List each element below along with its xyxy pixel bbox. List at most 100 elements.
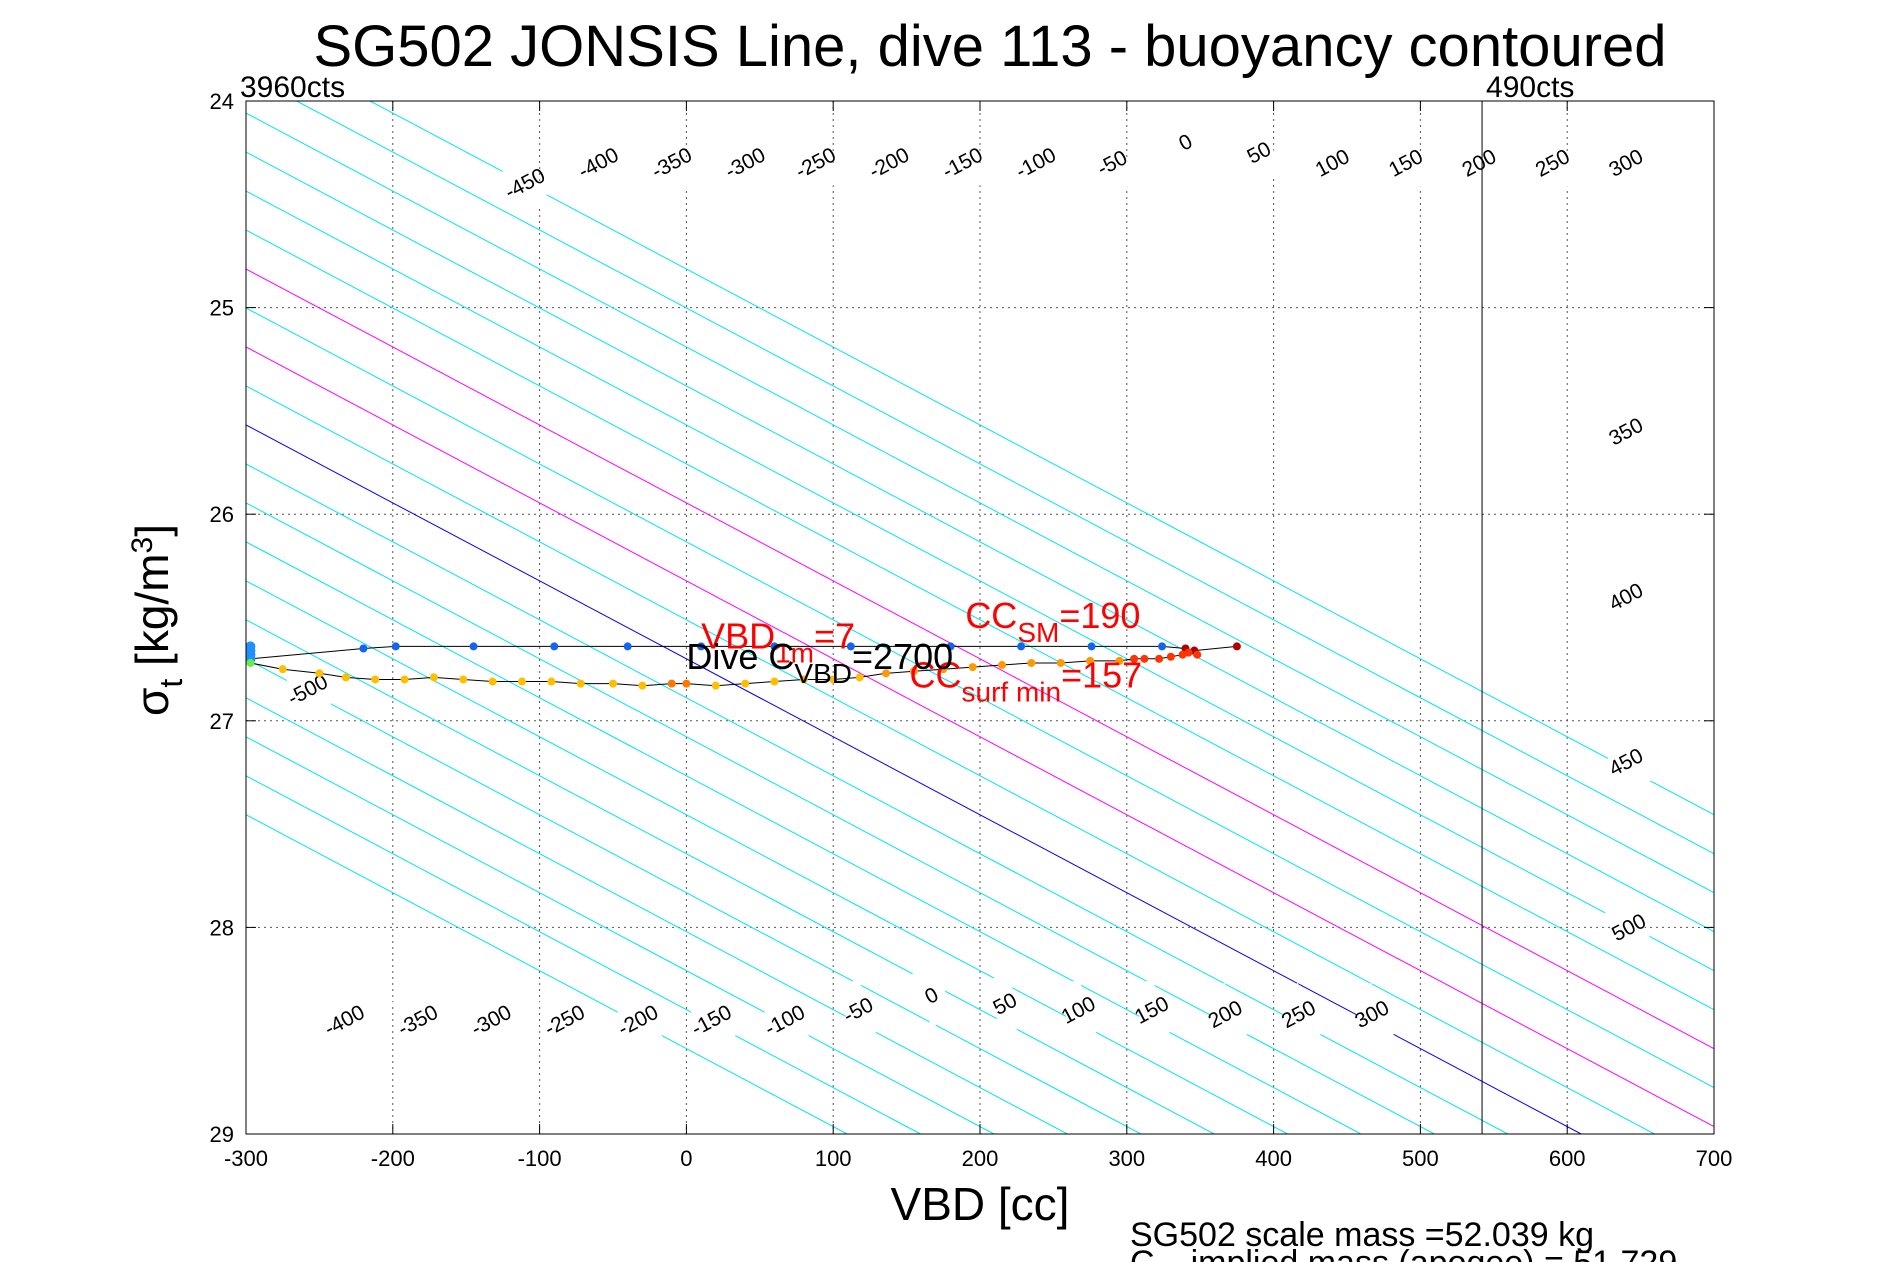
climb-point: [829, 675, 838, 684]
x-tick-label: 0: [680, 1146, 692, 1171]
annotation-subscript: VBD: [794, 658, 852, 689]
y-tick-label: 24: [210, 89, 234, 114]
ylabel-symbol: σ: [126, 688, 178, 716]
contour-label-bg: [936, 131, 988, 195]
annotation-main: CC: [965, 595, 1017, 636]
contour-label-bg: [1126, 978, 1178, 1042]
climb-point: [1184, 648, 1193, 657]
contour-line: [246, 190, 1714, 972]
contour-line: [246, 697, 1068, 1134]
contour-label-bg: [1380, 131, 1432, 195]
dive-point: [623, 642, 632, 651]
contour-line: [246, 385, 1655, 1134]
annotation-value: =157: [1061, 655, 1142, 696]
ylabel-subscript: t: [153, 679, 189, 688]
contour-line: [246, 307, 1714, 1089]
contour-label-bg: [392, 989, 444, 1052]
contour-line: [246, 502, 1435, 1134]
dive-point: [1232, 642, 1241, 651]
contour-label-bg: [1052, 978, 1104, 1042]
climb-point: [855, 673, 864, 682]
counts-reference-line: 3960cts 490cts: [240, 71, 1574, 1134]
climb-point: [400, 675, 409, 684]
dive-point: [391, 642, 400, 651]
annotation-main: CC: [910, 655, 962, 696]
climb-point: [882, 669, 891, 678]
x-tick-label: 700: [1696, 1146, 1733, 1171]
contour-line: [246, 814, 848, 1134]
dive-point: [550, 642, 559, 651]
contour-label-bg: [1346, 982, 1398, 1046]
contour-line: [246, 151, 1714, 933]
contour-label-bg: [1233, 121, 1285, 184]
climb-point: [1155, 654, 1164, 663]
annotation-label: Dive CVBD=2700: [686, 636, 953, 689]
contour-line: [246, 229, 1714, 1011]
climb-point: [711, 681, 720, 690]
contour-label-bg: [832, 978, 884, 1042]
climb-point: [998, 661, 1007, 670]
climb-point: [638, 681, 647, 690]
climb-point: [488, 677, 497, 686]
contour-label-bg: [1010, 131, 1062, 195]
dive-point: [359, 644, 368, 653]
contour-line: [369, 101, 1714, 816]
contour-label-bg: [685, 989, 737, 1052]
climb-point: [682, 679, 691, 688]
contour-label-bg: [282, 658, 334, 722]
climb-point: [1130, 654, 1139, 663]
contour-label-bg: [646, 131, 698, 195]
contour-label-bg: [465, 989, 517, 1052]
contour-label-bg: [979, 972, 1031, 1036]
y-tick-label: 26: [210, 502, 234, 527]
dive-point: [697, 642, 706, 651]
contour-line: [246, 736, 995, 1134]
climb-point: [968, 663, 977, 672]
contour-label-bg: [1527, 131, 1579, 195]
contour-label-bg: [1453, 131, 1505, 195]
annotation-subscript: 1m: [775, 637, 814, 668]
x-tick-label: -200: [371, 1146, 415, 1171]
annotation-main: Dive C: [686, 636, 794, 677]
climb-point: [547, 677, 556, 686]
contour-label-bg: [906, 964, 958, 1027]
mass-footer: SG502 scale mass =52.039 kgCimplied mass…: [1130, 1216, 1677, 1262]
implied-mass-text: Cimplied mass (apogee) = 51.729: [1130, 1244, 1677, 1262]
y-tick-label: 29: [210, 1122, 234, 1147]
contour-label-bg: [1273, 982, 1325, 1046]
x-tick-label: 100: [815, 1146, 852, 1171]
climb-point: [1193, 650, 1202, 659]
chart-title: SG502 JONSIS Line, dive 113 - buoyancy c…: [313, 14, 1666, 79]
contour-label-bg: [863, 131, 915, 195]
contour-label-bg: [318, 989, 370, 1052]
contour-line: [246, 619, 1215, 1134]
contour-label-bg: [719, 131, 771, 195]
climb-point: [939, 665, 948, 674]
x-tick-label: 500: [1402, 1146, 1439, 1171]
contour-line: [246, 658, 1141, 1134]
climb-point: [1115, 656, 1124, 665]
climb-point: [770, 677, 779, 686]
scale-mass-text: SG502 scale mass =52.039 kg: [1130, 1216, 1594, 1254]
contour-label-bg: [572, 131, 624, 195]
x-axis-ticks: -300 -200 -100 0 100 200 300 400 500 600 700: [224, 101, 1732, 1171]
contour-label-bg: [1600, 565, 1652, 629]
annotation-main: VBD: [701, 615, 775, 656]
annotation-subscript: SM: [1017, 617, 1059, 648]
contour-label-bg: [790, 131, 842, 195]
dive-point: [946, 642, 955, 651]
implied-mass-rest: implied mass (apogee) = 51.729: [1191, 1244, 1678, 1262]
contour-line: [246, 268, 1714, 1050]
climb-point: [667, 679, 676, 688]
contour-label-bg: [1160, 111, 1212, 174]
contour-label-bg: [1306, 131, 1358, 195]
annotation-subscript: surf min: [962, 677, 1062, 708]
contour-line: [246, 541, 1362, 1134]
contour-label-bg: [499, 152, 551, 215]
climb-point: [371, 675, 380, 684]
dive-point: [846, 642, 855, 651]
x-tick-label: -300: [224, 1146, 268, 1171]
x-tick-label: -100: [518, 1146, 562, 1171]
